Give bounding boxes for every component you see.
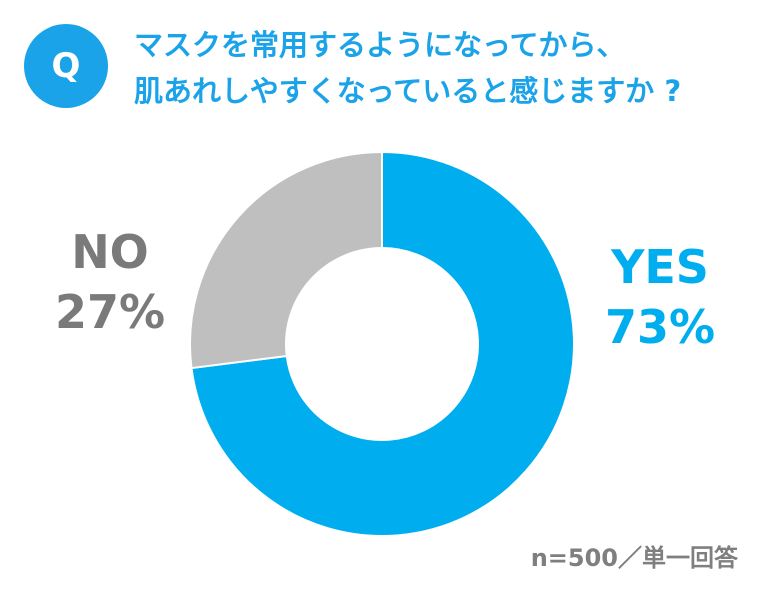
question-line-2: 肌あれしやすくなっていると感じますか ? [134, 74, 682, 108]
question-line-1: マスクを常用するようになってから、 [134, 28, 626, 62]
question-badge: Q [24, 24, 108, 108]
yes-value-label: 73% [604, 300, 716, 354]
question-badge-letter: Q [51, 46, 81, 86]
question-title: マスクを常用するようになってから、 肌あれしやすくなっていると感じますか ? [134, 22, 681, 114]
no-category-label: NO [71, 225, 149, 279]
no-value-label: 27% [54, 285, 166, 339]
yes-label: YES 73% [580, 237, 740, 357]
sample-note: n=500／単一回答 [530, 544, 738, 572]
no-label: NO 27% [40, 222, 180, 342]
yes-category-label: YES [611, 240, 709, 294]
donut-slice-yes [190, 150, 575, 537]
donut-slice-no [189, 150, 383, 370]
